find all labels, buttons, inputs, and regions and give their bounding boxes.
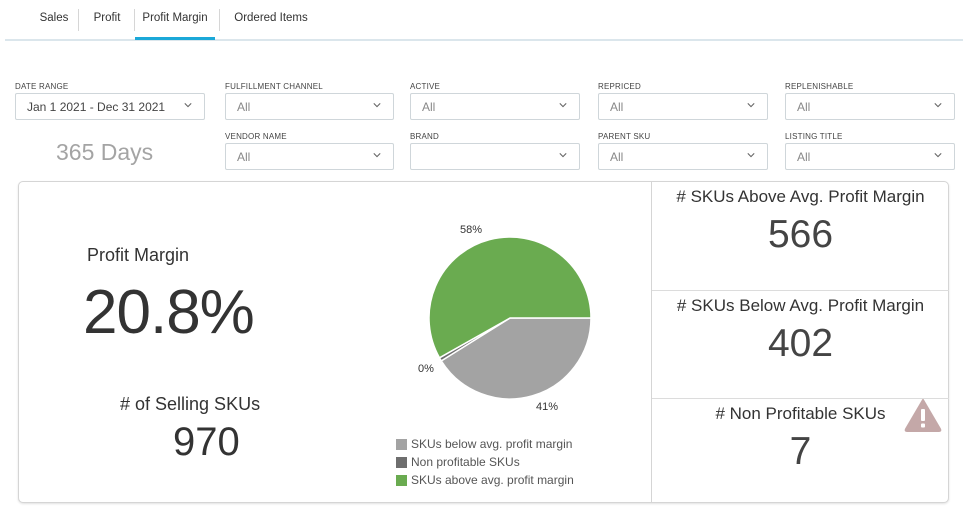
fulfillment-channel-value: All xyxy=(237,100,251,114)
chevron-down-icon xyxy=(373,153,381,158)
chevron-down-icon xyxy=(559,153,567,158)
replenishable-label: REPLENISHABLE xyxy=(785,82,854,91)
pie-slice-above[interactable] xyxy=(428,236,592,359)
brand-label: BRAND xyxy=(410,132,440,141)
date-range-select[interactable]: Jan 1 2021 - Dec 31 2021 xyxy=(15,93,205,120)
legend-label: SKUs below avg. profit margin xyxy=(411,437,573,451)
profit-margin-label: Profit Margin xyxy=(87,245,190,265)
warning-icon xyxy=(904,399,942,432)
tab-profit[interactable]: Profit xyxy=(93,12,121,24)
chevron-down-icon xyxy=(747,103,755,108)
listing-title-value: All xyxy=(797,150,811,164)
replenishable-value: All xyxy=(797,100,811,114)
legend-swatch xyxy=(396,475,407,486)
active-select[interactable]: All xyxy=(410,93,580,120)
active-value: All xyxy=(422,100,436,114)
kpi-divider xyxy=(652,290,949,291)
tab-divider xyxy=(219,9,220,31)
parent-sku-value: All xyxy=(610,150,624,164)
non-profitable-value: 7 xyxy=(789,430,812,473)
pie-label-above: 58% xyxy=(460,224,483,236)
vendor-name-label: VENDOR NAME xyxy=(225,132,287,141)
tab-divider xyxy=(134,9,135,31)
chevron-down-icon xyxy=(373,103,381,108)
sku-margin-pie-chart xyxy=(428,236,592,400)
skus-below-title: # SKUs Below Avg. Profit Margin xyxy=(676,296,925,315)
selling-skus-value: 970 xyxy=(173,420,240,464)
brand-select[interactable] xyxy=(410,143,580,170)
date-range-value: Jan 1 2021 - Dec 31 2021 xyxy=(27,100,166,114)
repriced-value: All xyxy=(610,100,624,114)
vendor-name-select[interactable]: All xyxy=(225,143,394,170)
skus-below-value: 402 xyxy=(767,322,834,365)
tab-ordered-items[interactable]: Ordered Items xyxy=(234,12,308,24)
chevron-down-icon xyxy=(559,103,567,108)
tab-sales[interactable]: Sales xyxy=(39,12,69,24)
replenishable-select[interactable]: All xyxy=(785,93,955,120)
fulfillment-channel-select[interactable]: All xyxy=(225,93,394,120)
vendor-name-value: All xyxy=(237,150,251,164)
pie-label-below: 41% xyxy=(536,401,559,413)
listing-title-select[interactable]: All xyxy=(785,143,955,170)
listing-title-label: LISTING TITLE xyxy=(785,132,843,141)
chevron-down-icon xyxy=(747,153,755,158)
date-range-label: DATE RANGE xyxy=(15,82,69,91)
repriced-label: REPRICED xyxy=(598,82,641,91)
parent-sku-select[interactable]: All xyxy=(598,143,768,170)
fulfillment-channel-label: FULFILLMENT CHANNEL xyxy=(225,82,323,91)
pie-label-non-profitable: 0% xyxy=(418,363,434,375)
tab-profit-margin[interactable]: Profit Margin xyxy=(135,0,215,40)
legend-swatch xyxy=(396,439,407,450)
profit-margin-value: 20.8% xyxy=(83,278,255,347)
tab-bar: Sales Profit Profit Margin Ordered Items xyxy=(5,0,963,41)
legend-label: Non profitable SKUs xyxy=(411,455,520,469)
selling-skus-label: # of Selling SKUs xyxy=(120,394,261,414)
panel-divider xyxy=(651,182,652,502)
tab-divider xyxy=(78,9,79,31)
legend-label: SKUs above avg. profit margin xyxy=(411,473,574,487)
chevron-down-icon xyxy=(184,103,192,108)
repriced-select[interactable]: All xyxy=(598,93,768,120)
skus-above-value: 566 xyxy=(767,213,834,256)
active-label: ACTIVE xyxy=(410,82,441,91)
legend-swatch xyxy=(396,457,407,468)
skus-above-title: # SKUs Above Avg. Profit Margin xyxy=(676,187,925,206)
parent-sku-label: PARENT SKU xyxy=(598,132,651,141)
non-profitable-title: # Non Profitable SKUs xyxy=(715,404,886,423)
days-count: 365 Days xyxy=(56,139,154,165)
chevron-down-icon xyxy=(934,103,942,108)
profit-margin-panel: Profit Margin 20.8% # of Selling SKUs 97… xyxy=(18,181,949,503)
kpi-divider xyxy=(652,398,949,399)
chevron-down-icon xyxy=(934,153,942,158)
